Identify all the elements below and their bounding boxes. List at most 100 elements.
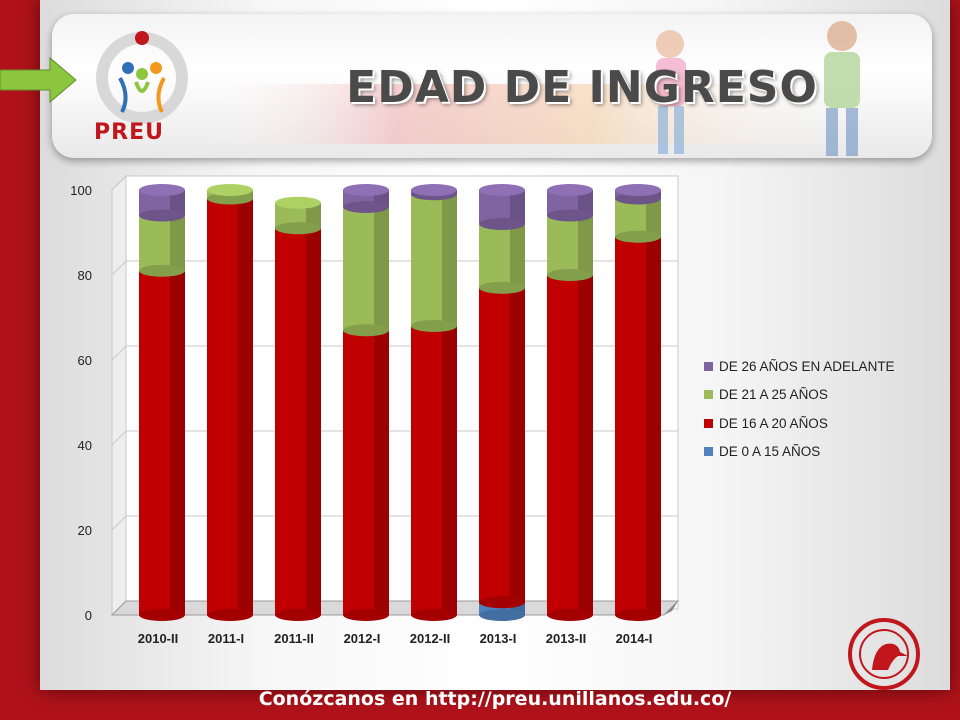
bar-segment-shade	[510, 287, 525, 603]
bar-top-cap	[479, 184, 525, 196]
bar-segment	[547, 215, 593, 281]
bar-segment-shade	[578, 275, 593, 615]
bar-segment-base	[139, 609, 185, 621]
bar-segment-shade	[306, 228, 321, 615]
bar-segment	[139, 270, 185, 621]
bar-segment	[411, 326, 457, 621]
bar-segment-base	[139, 264, 185, 277]
bar-segment-base	[275, 609, 321, 621]
slide-title: EDAD DE INGRESO	[346, 62, 818, 113]
logo-text: PREU	[94, 120, 164, 145]
x-category-label: 2012-II	[410, 631, 450, 646]
gridline-depth	[111, 175, 127, 191]
bar-segment-shade	[442, 194, 457, 326]
bar-segment-shade	[510, 190, 525, 224]
x-category-label: 2014-I	[616, 631, 653, 646]
bar-segment-base	[615, 192, 661, 205]
bar-segment-base	[411, 320, 457, 332]
y-tick-label: 80	[78, 268, 92, 283]
legend-swatch	[704, 361, 713, 371]
bar-segment-shade	[646, 198, 661, 237]
person-figure-left	[656, 30, 686, 154]
y-tick-label: 40	[78, 438, 92, 453]
gridline-depth	[111, 430, 127, 446]
bar-segment-shade	[170, 270, 185, 615]
chart-backwall	[111, 174, 679, 616]
bar-segment-shade	[170, 190, 185, 216]
chart-legend: DE 26 AÑOS EN ADELANTE DE 21 A 25 AÑOS D…	[704, 352, 895, 466]
header-banner: PREU EDAD DE INGRESO	[52, 14, 932, 158]
x-category-label: 2013-I	[480, 631, 517, 646]
bar-top-cap	[207, 184, 253, 196]
bar-top-cap	[343, 184, 389, 196]
bar-segment	[343, 330, 389, 621]
legend-item-21-25: DE 21 A 25 AÑOS	[704, 381, 895, 410]
bar-segment-base	[139, 209, 185, 222]
bar-segment-base	[547, 269, 593, 281]
bar-segment-base	[343, 324, 389, 337]
bar-segment	[139, 215, 185, 277]
bar-segment	[615, 184, 661, 205]
legend-label: DE 0 A 15 AÑOS	[719, 444, 821, 460]
chart-bars	[139, 184, 661, 621]
bar-top-cap	[139, 184, 185, 196]
x-axis-category-labels: 2010-II 2011-I 2011-II 2012-I 2012-II 2013-I 2…	[138, 631, 653, 646]
gridline-depth	[111, 260, 127, 276]
bar-segment-shade	[374, 207, 389, 331]
x-category-label: 2013-II	[546, 631, 586, 646]
bar-segment	[479, 224, 525, 294]
y-tick-label: 0	[85, 608, 92, 623]
y-axis-tick-labels: 0 20 40 60 80 100	[70, 183, 92, 623]
bar-segment-base	[479, 281, 525, 294]
bar-segment-shade	[578, 215, 593, 275]
bar-segment-shade	[374, 330, 389, 615]
chart-floor	[110, 600, 680, 616]
legend-item-16-20: DE 16 A 20 AÑOS	[704, 409, 895, 438]
green-arrow-icon	[0, 56, 77, 104]
chart-floor-plane	[110, 600, 680, 616]
bar-segment-base	[207, 192, 253, 205]
bar-segment-shade	[238, 198, 253, 615]
bar-segment-base	[479, 218, 525, 230]
bar-segment-base	[547, 209, 593, 222]
bar-segment-shade	[646, 236, 661, 615]
chart-sidewall	[111, 174, 127, 616]
bar-top-cap	[411, 184, 457, 196]
person-figure-right	[824, 21, 860, 156]
legend-swatch	[704, 418, 713, 428]
bar-segment-base	[343, 201, 389, 213]
x-category-label: 2011-I	[208, 631, 244, 646]
x-category-label: 2012-I	[344, 631, 381, 646]
bar-segment-shade	[510, 224, 525, 288]
bar-top-cap	[547, 184, 593, 196]
bar-segment-base	[615, 609, 661, 621]
bar-segment	[479, 287, 525, 609]
bar-segment-base	[479, 596, 525, 609]
legend-item-26-plus: DE 26 AÑOS EN ADELANTE	[704, 352, 895, 381]
bar-segment	[411, 194, 457, 332]
preu-logo	[96, 31, 188, 124]
x-category-label: 2011-II	[274, 631, 314, 646]
bar-segment-shade	[170, 215, 185, 271]
bar-segment	[207, 184, 253, 205]
bar-segment	[547, 275, 593, 621]
gridline-depth	[111, 345, 127, 361]
bar-segment	[615, 198, 661, 243]
bar-segment-base	[343, 609, 389, 621]
y-tick-label: 60	[78, 353, 92, 368]
bar-top-cap	[615, 184, 661, 196]
footer-link[interactable]: Conózcanos en http://preu.unillanos.edu.…	[258, 688, 732, 710]
bar-segment	[547, 184, 593, 222]
gridline-depth	[111, 515, 127, 531]
banner-decoration	[202, 21, 860, 156]
bar-segment	[343, 207, 389, 337]
bar-segment	[343, 184, 389, 213]
bar-segment	[479, 184, 525, 230]
bar-segment-base	[275, 222, 321, 235]
bar-top-cap	[275, 196, 321, 209]
bar-segment-base	[547, 609, 593, 621]
bar-segment	[139, 184, 185, 222]
bar-segment	[411, 184, 457, 201]
